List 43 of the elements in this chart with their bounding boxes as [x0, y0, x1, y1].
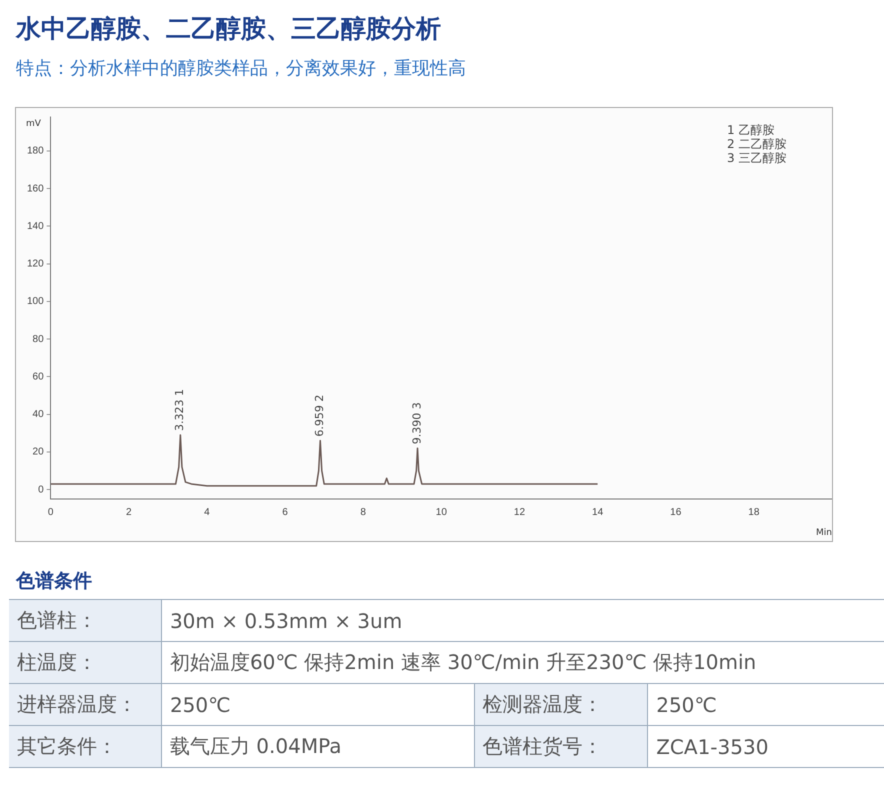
y-tick-label: 0 — [38, 484, 44, 496]
text: 250℃ — [648, 684, 884, 726]
y-tick-label: 80 — [32, 334, 44, 345]
chart-subtitle: 特点：分析水样中的醇胺类样品，分离效果好，重现性高 — [16, 57, 466, 80]
text: 250℃ — [161, 684, 474, 726]
annotation: 1 乙醇胺 — [727, 123, 774, 138]
annotation: 3.323 1 — [173, 389, 186, 432]
x-tick-label: 18 — [748, 506, 760, 518]
text: ZCA1-3530 — [648, 726, 884, 768]
text: 其它条件： — [9, 726, 162, 768]
x-tick-label: 6 — [282, 506, 288, 518]
annotation: 9.390 3 — [410, 402, 424, 444]
y-tick-label: 140 — [26, 220, 44, 232]
text: 初始温度60℃ 保持2min 速率 30℃/min 升至230℃ 保持10min — [161, 642, 884, 684]
x-tick-label: 16 — [670, 506, 682, 518]
annotation: 2 二乙醇胺 — [727, 137, 786, 152]
text: 30m × 0.53mm × 3um — [161, 600, 884, 642]
text: 进样器温度： — [9, 684, 162, 726]
y-tick-label: 40 — [32, 409, 44, 420]
x-tick-label: 2 — [126, 506, 132, 518]
y-tick-label: 20 — [32, 446, 44, 458]
annotation: 6.959 2 — [313, 394, 326, 437]
text: 色谱条件 — [16, 569, 92, 594]
x-tick-label: 8 — [360, 506, 366, 518]
y-axis-title: mV — [26, 118, 42, 129]
y-tick-label: 160 — [26, 183, 44, 194]
text: 色谱柱： — [9, 600, 162, 642]
annotation: 3 三乙醇胺 — [727, 151, 786, 166]
x-tick-label: 10 — [436, 506, 448, 518]
y-tick-label: 60 — [32, 371, 44, 382]
text: 色谱柱货号： — [474, 726, 648, 768]
y-tick-label: 180 — [26, 146, 44, 157]
x-tick-label: 14 — [592, 506, 604, 518]
text: 检测器温度： — [474, 684, 648, 726]
y-tick-label: 120 — [26, 258, 44, 270]
x-tick-label: 4 — [204, 506, 210, 518]
text: 载气压力 0.04MPa — [161, 726, 474, 768]
chart-title: 水中乙醇胺、二乙醇胺、三乙醇胺分析 — [16, 13, 441, 45]
x-tick-label: 12 — [514, 506, 526, 518]
text: 柱温度： — [9, 642, 162, 684]
x-tick-label: 0 — [48, 506, 54, 518]
y-tick-label: 100 — [26, 296, 44, 308]
x-axis-title: Min — [816, 528, 832, 538]
